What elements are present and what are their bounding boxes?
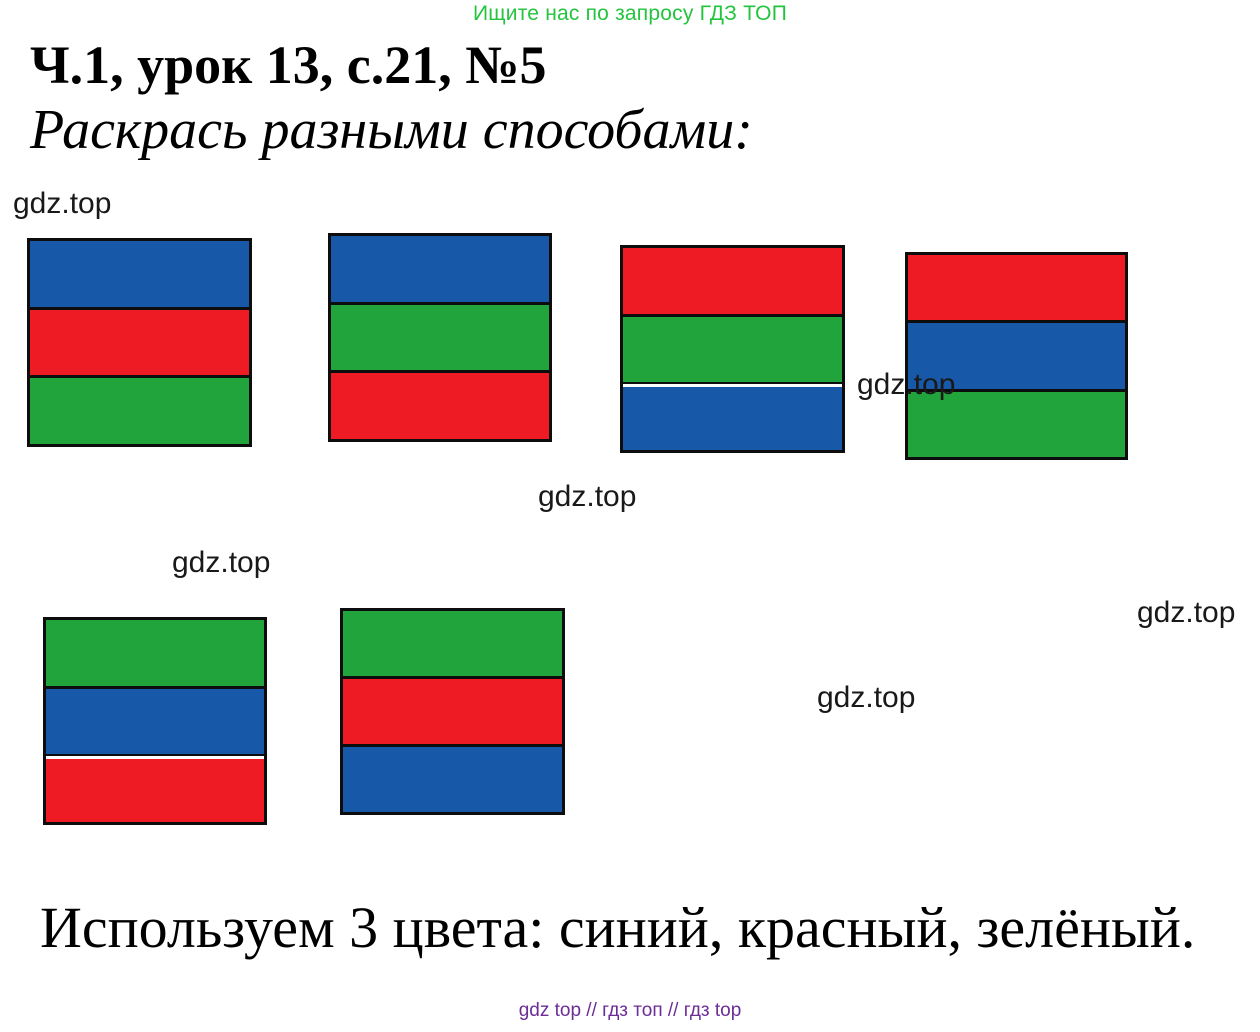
green-stripe bbox=[343, 611, 562, 676]
green-stripe bbox=[908, 388, 1125, 457]
blue-stripe bbox=[331, 236, 549, 302]
red-stripe bbox=[30, 306, 249, 376]
blue-stripe bbox=[623, 382, 842, 451]
striped-rectangle-6 bbox=[340, 608, 565, 815]
blue-stripe bbox=[30, 241, 249, 307]
footer-watermark-text: gdz top // гдз топ // гдз top bbox=[518, 1000, 742, 1021]
red-stripe bbox=[343, 676, 562, 744]
striped-rectangle-3 bbox=[620, 245, 845, 453]
blue-stripe bbox=[908, 320, 1125, 389]
header-promo-text: Ищите нас по запросу ГДЗ ТОП bbox=[473, 2, 787, 25]
task-instruction: Раскрась разными способами: bbox=[30, 99, 753, 161]
site-watermark-6: gdz.top bbox=[817, 681, 916, 714]
green-stripe bbox=[46, 620, 264, 686]
green-stripe bbox=[623, 313, 842, 383]
blue-stripe bbox=[343, 744, 562, 812]
site-watermark-1: gdz.top bbox=[13, 187, 112, 220]
page-title: Ч.1, урок 13, с.21, №5 bbox=[30, 35, 547, 95]
striped-rectangle-5 bbox=[43, 617, 267, 825]
striped-rectangle-4 bbox=[905, 252, 1128, 460]
striped-rectangle-2 bbox=[328, 233, 552, 442]
blue-stripe bbox=[46, 685, 264, 755]
site-watermark-3: gdz.top bbox=[538, 480, 637, 513]
red-stripe bbox=[46, 754, 264, 823]
red-stripe bbox=[908, 255, 1125, 321]
red-stripe bbox=[331, 370, 549, 440]
site-watermark-4: gdz.top bbox=[172, 546, 271, 579]
site-watermark-5: gdz.top bbox=[1137, 596, 1236, 629]
striped-rectangle-1 bbox=[27, 238, 252, 447]
green-stripe bbox=[331, 301, 549, 371]
site-watermark-2: gdz.top bbox=[857, 368, 956, 401]
answer-text: Используем 3 цвета: синий, красный, зелё… bbox=[40, 895, 1196, 960]
red-stripe bbox=[623, 248, 842, 314]
green-stripe bbox=[30, 375, 249, 445]
